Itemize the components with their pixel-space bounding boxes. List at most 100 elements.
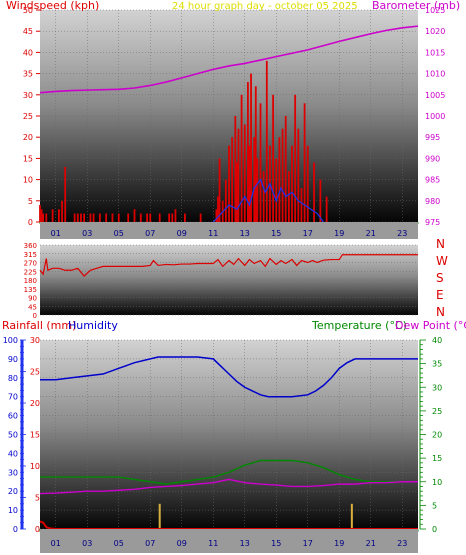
- tick-label: 1020: [425, 27, 445, 36]
- wind-bar: [215, 209, 218, 222]
- wind-axis-title: Windspeed (kph): [6, 0, 99, 12]
- wind-bar: [253, 137, 256, 222]
- tick-label: 01: [51, 229, 61, 238]
- tick-label: 0: [13, 525, 18, 534]
- tick-label: 975: [425, 218, 440, 227]
- wind-bar: [168, 213, 171, 222]
- wind-bar: [218, 158, 221, 222]
- temperature-line: [40, 459, 418, 485]
- tick-label: 40: [8, 449, 18, 458]
- wind-bar: [272, 94, 274, 222]
- tick-label: 11: [208, 229, 218, 238]
- tick-label: 23: [397, 229, 407, 238]
- tick-label: 11: [208, 539, 218, 548]
- tick-label: 10: [30, 462, 40, 471]
- wind-bar: [235, 162, 238, 222]
- wind-bar: [228, 145, 230, 222]
- barometer-axis-title: Barometer (mb): [372, 0, 460, 12]
- wind-bar: [231, 137, 234, 222]
- compass-label: N: [436, 237, 445, 251]
- wind-bar: [51, 209, 54, 222]
- tick-label: 07: [145, 539, 155, 548]
- wind-bar: [291, 145, 293, 222]
- tick-label: 45: [28, 303, 37, 311]
- wind-bar: [61, 200, 63, 222]
- tick-label: 17: [303, 229, 313, 238]
- tick-label: 19: [334, 539, 344, 548]
- wind-bar: [45, 213, 48, 222]
- compass-label: N: [436, 305, 445, 319]
- wind-bar: [248, 145, 251, 222]
- wind-bar: [250, 73, 252, 222]
- tick-label: 270: [24, 260, 37, 268]
- tick-label: 15: [271, 229, 281, 238]
- tick-label: 90: [28, 295, 37, 303]
- tick-label: 15: [432, 454, 442, 463]
- wind-bar: [105, 213, 108, 222]
- tick-label: 17: [303, 539, 313, 548]
- tick-label: 10: [8, 506, 18, 515]
- tick-label: 5: [35, 494, 40, 503]
- tick-label: 30: [23, 91, 33, 100]
- wind-bar: [262, 171, 265, 222]
- tick-label: 25: [30, 368, 40, 377]
- x-axis-band-wind: [40, 222, 418, 239]
- compass-label: E: [436, 288, 444, 302]
- tick-label: 1000: [425, 112, 445, 121]
- wind-bar: [199, 213, 202, 222]
- tick-label: 135: [24, 286, 37, 294]
- tick-label: 90: [8, 355, 18, 364]
- wind-bar: [76, 213, 79, 222]
- tick-label: 20: [8, 487, 18, 496]
- wind-bar: [40, 209, 43, 222]
- tick-label: 60: [8, 412, 18, 421]
- tick-label: 15: [271, 539, 281, 548]
- wind-bar: [313, 162, 315, 222]
- wind-bar: [184, 213, 186, 222]
- tick-label: 09: [177, 539, 187, 548]
- tick-label: 30: [432, 383, 442, 392]
- tick-label: 50: [8, 431, 18, 440]
- tick-label: 980: [425, 197, 440, 206]
- wind-bar: [171, 213, 174, 222]
- wind-bar: [42, 213, 45, 222]
- wind-bar: [146, 213, 148, 222]
- tick-label: 995: [425, 133, 440, 142]
- tick-label: 15: [23, 154, 33, 163]
- wind-bar: [117, 213, 120, 222]
- wind-bar: [111, 213, 114, 222]
- wind-bar: [240, 94, 243, 222]
- wind-bar: [73, 213, 76, 222]
- wind-bar: [127, 213, 130, 222]
- wind-bar: [149, 213, 152, 222]
- tick-label: 1005: [425, 91, 445, 100]
- gust-line: [212, 178, 324, 223]
- tick-label: 25: [432, 407, 442, 416]
- tick-label: 09: [177, 229, 187, 238]
- wind-bar: [297, 128, 300, 222]
- tick-label: 21: [366, 539, 376, 548]
- barometer-line: [39, 25, 419, 94]
- tick-label: 01: [51, 539, 61, 548]
- tick-label: 25: [23, 112, 33, 121]
- tick-label: 20: [30, 399, 40, 408]
- tick-label: 0: [35, 525, 40, 534]
- tick-label: 05: [114, 229, 124, 238]
- tick-label: 07: [145, 229, 155, 238]
- wind-bar: [265, 60, 268, 222]
- tick-label: 13: [240, 229, 250, 238]
- tick-label: 20: [23, 133, 33, 142]
- wind-bar: [133, 209, 136, 222]
- tick-label: 10: [23, 176, 33, 185]
- wind-bar: [139, 213, 142, 222]
- wind-bar: [237, 128, 240, 222]
- rainfall-axis-title: Rainfall (mm): [2, 319, 76, 332]
- wind-bar: [92, 213, 95, 222]
- tick-label: 21: [366, 229, 376, 238]
- tick-label: 180: [24, 277, 37, 285]
- wind-bar: [89, 213, 92, 222]
- wind-bar: [98, 213, 101, 222]
